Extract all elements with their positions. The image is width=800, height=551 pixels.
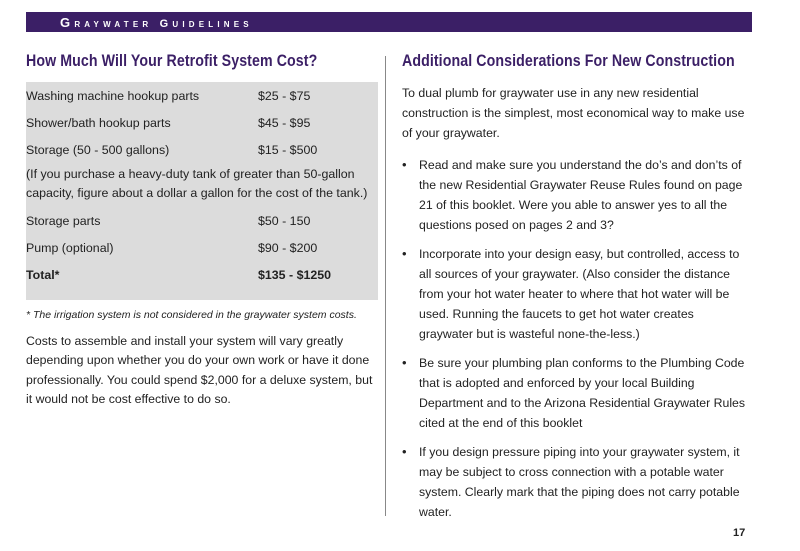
bullet-icon: • <box>402 444 407 460</box>
column-divider <box>385 56 386 516</box>
bullet-icon: • <box>402 157 407 173</box>
tank-note: (If you purchase a heavy-duty tank of gr… <box>26 167 368 200</box>
header-bar: Graywater Guidelines <box>26 12 752 32</box>
cost-label: Washing machine hookup parts <box>26 88 200 103</box>
list-item: • If you design pressure piping into you… <box>402 442 747 522</box>
total-label: Total* <box>26 267 60 282</box>
cost-row: Pump (optional) $90 - $200 <box>26 234 368 261</box>
cost-row: Storage parts $50 - 150 <box>26 207 368 234</box>
cost-label: Storage parts <box>26 213 101 228</box>
cost-label: Pump (optional) <box>26 240 114 255</box>
cost-row: Washing machine hookup parts $25 - $75 <box>26 82 368 109</box>
cost-price: $15 - $500 <box>258 142 318 157</box>
cost-row: Storage (50 - 500 gallons) $15 - $500 <box>26 136 368 163</box>
cost-label: Storage (50 - 500 gallons) <box>26 142 170 157</box>
considerations-heading: Additional Considerations For New Constr… <box>402 52 735 70</box>
cost-price: $50 - 150 <box>258 213 311 228</box>
list-item-text: If you design pressure piping into your … <box>419 445 740 520</box>
left-column: How Much Will Your Retrofit System Cost?… <box>26 52 378 422</box>
list-item-text: Read and make sure you understand the do… <box>419 158 743 233</box>
cost-paragraph: Costs to assemble and install your syste… <box>26 333 373 407</box>
considerations-list: • Read and make sure you understand the … <box>402 155 747 522</box>
cost-price: $90 - $200 <box>258 240 318 255</box>
header-title: Graywater Guidelines <box>60 14 253 30</box>
cost-price: $45 - $95 <box>258 115 311 130</box>
list-item-text: Incorporate into your design easy, but c… <box>419 247 740 342</box>
cost-label: Shower/bath hookup parts <box>26 115 171 130</box>
total-row: Total* $135 - $1250 <box>26 261 368 288</box>
bullet-icon: • <box>402 246 407 262</box>
list-item-text: Be sure your plumbing plan conforms to t… <box>419 356 746 431</box>
cost-price: $25 - $75 <box>258 88 311 103</box>
total-price: $135 - $1250 <box>258 267 332 282</box>
cost-table: Washing machine hookup parts $25 - $75 S… <box>26 82 378 300</box>
right-column: Additional Considerations For New Constr… <box>402 52 747 531</box>
intro-paragraph: To dual plumb for graywater use in any n… <box>402 86 745 140</box>
cost-row: Shower/bath hookup parts $45 - $95 <box>26 109 368 136</box>
bullet-icon: • <box>402 355 407 371</box>
list-item: • Be sure your plumbing plan conforms to… <box>402 353 747 433</box>
page-number: 17 <box>733 527 746 539</box>
footnote: * The irrigation system is not considere… <box>26 309 357 321</box>
list-item: • Read and make sure you understand the … <box>402 155 747 235</box>
list-item: • Incorporate into your design easy, but… <box>402 244 747 344</box>
cost-heading: How Much Will Your Retrofit System Cost? <box>26 52 318 70</box>
